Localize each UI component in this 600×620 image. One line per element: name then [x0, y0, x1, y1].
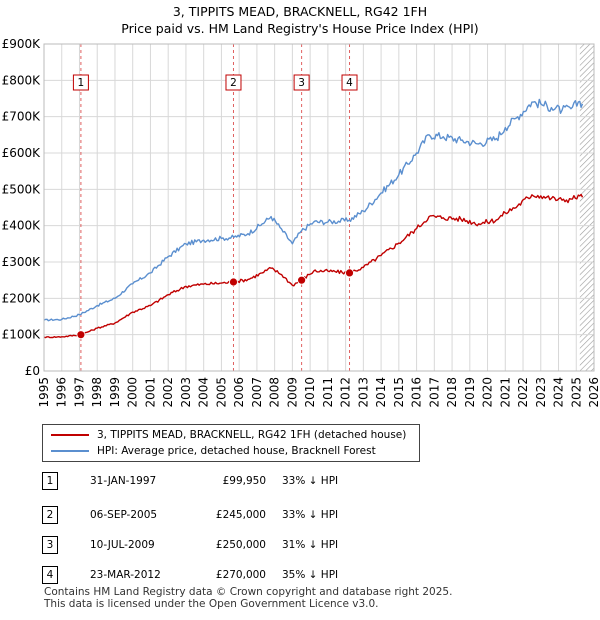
sale-price: £270,000: [215, 569, 266, 581]
x-tick-label: 2000: [126, 377, 140, 408]
x-tick-label: 2026: [587, 377, 600, 408]
x-tick-label: 2004: [197, 377, 211, 408]
forecast-hatch: [579, 44, 594, 371]
x-tick-label: 1998: [90, 377, 104, 408]
sale-point: [345, 268, 354, 278]
x-tick-label: 2010: [303, 377, 317, 408]
x-tick-label: 2017: [427, 377, 441, 408]
x-tick-label: 2011: [321, 377, 335, 408]
x-tick-label: 2012: [339, 377, 353, 408]
sale-number-badge: 2: [42, 506, 58, 524]
table-row: 2 06-SEP-2005 £245,000 33% ↓ HPI: [42, 506, 422, 524]
sale-marker-label: 4: [346, 77, 353, 89]
x-tick-label: 1997: [72, 377, 86, 408]
sale-price: £245,000: [215, 509, 266, 521]
y-tick-label: £200K: [2, 291, 42, 305]
sale-marker-box: [341, 74, 358, 91]
sale-date: 10-JUL-2009: [90, 539, 155, 551]
x-tick-label: 2019: [463, 377, 477, 408]
x-tick-label: 2022: [516, 377, 530, 408]
footer-licence: This data is licensed under the Open Gov…: [44, 598, 379, 610]
x-tick-label: 2003: [179, 377, 193, 408]
sale-price: £250,000: [215, 539, 266, 551]
x-tick-label: 2013: [356, 377, 370, 408]
footer: Contains HM Land Registry data © Crown c…: [44, 586, 452, 610]
sale-number-badge: 3: [42, 536, 58, 554]
price-chart: 1 2 3 4 £0 £100K £200K £300K £400K £500K £600K £70…: [2, 37, 600, 408]
y-tick-label: £500K: [2, 182, 42, 196]
table-row: 4 23-MAR-2012 £270,000 35% ↓ HPI: [42, 566, 422, 584]
x-tick-label: 2016: [410, 377, 424, 408]
sale-date: 06-SEP-2005: [90, 509, 158, 521]
x-tick-label: 2024: [552, 377, 566, 408]
legend-swatch-property: [51, 434, 89, 436]
x-tick-label: 1995: [37, 377, 51, 408]
sale-hpi-diff: 35% ↓ HPI: [282, 569, 339, 581]
x-tick-label: 2006: [232, 377, 246, 408]
x-tick-label: 2009: [285, 377, 299, 408]
y-tick-label: £400K: [2, 219, 42, 233]
sale-marker-box: [293, 74, 310, 91]
sale-date: 23-MAR-2012: [90, 569, 161, 581]
title-line-1: 3, TIPPITS MEAD, BRACKNELL, RG42 1FH: [172, 4, 428, 19]
y-tick-label: £700K: [2, 110, 42, 124]
sale-number-badge: 1: [42, 472, 58, 490]
sale-marker-label: 3: [298, 77, 305, 89]
sale-number-badge: 4: [42, 566, 58, 584]
plot-area: [44, 44, 594, 371]
series-line-property: [43, 193, 584, 339]
x-tick-label: 2021: [498, 377, 512, 408]
title-line-2: Price paid vs. HM Land Registry's House …: [121, 21, 479, 36]
x-tick-label: 2008: [268, 377, 282, 408]
x-tick-label: 2020: [481, 377, 495, 408]
legend: 3, TIPPITS MEAD, BRACKNELL, RG42 1FH (de…: [42, 424, 420, 462]
sale-hpi-diff: 33% ↓ HPI: [282, 475, 339, 487]
sale-hpi-diff: 33% ↓ HPI: [282, 509, 339, 521]
legend-swatch-hpi: [51, 450, 89, 452]
sale-marker-box: [72, 74, 89, 91]
footer-copyright: Contains HM Land Registry data © Crown c…: [44, 586, 453, 598]
x-tick-label: 2023: [534, 377, 548, 408]
sale-marker-box: [225, 74, 242, 91]
sale-point: [297, 275, 307, 285]
legend-label-hpi: HPI: Average price, detached house, Brac…: [97, 445, 376, 457]
y-tick-label: £600K: [2, 146, 42, 160]
x-tick-label: 2025: [569, 377, 583, 408]
sale-date: 31-JAN-1997: [90, 475, 157, 487]
table-row: 3 10-JUL-2009 £250,000 31% ↓ HPI: [42, 536, 422, 554]
x-tick-label: 2018: [445, 377, 459, 408]
x-tick-label: 2007: [250, 377, 264, 408]
series-line-hpi: [43, 98, 584, 322]
sale-marker-label: 1: [78, 77, 85, 89]
x-tick-label: 2015: [392, 377, 406, 408]
y-tick-label: £900K: [2, 37, 42, 51]
x-tick-label: 2001: [143, 377, 157, 408]
y-tick-label: £300K: [2, 255, 42, 269]
sale-marker-label: 2: [230, 77, 237, 89]
y-tick-label: £100K: [2, 328, 42, 342]
x-tick-label: 1999: [108, 377, 122, 408]
x-tick-label: 2005: [214, 377, 228, 408]
plot-frame: [43, 43, 595, 372]
sale-hpi-diff: 31% ↓ HPI: [282, 539, 339, 551]
legend-label-property: 3, TIPPITS MEAD, BRACKNELL, RG42 1FH (de…: [97, 429, 407, 441]
x-tick-label: 1996: [55, 377, 69, 408]
x-tick-label: 2002: [161, 377, 175, 408]
y-tick-label: £800K: [2, 73, 42, 87]
y-tick-label: £0: [25, 364, 40, 378]
table-row: 1 31-JAN-1997 £99,950 33% ↓ HPI: [42, 472, 422, 490]
sale-point: [229, 277, 238, 287]
sale-point: [76, 330, 86, 340]
x-tick-label: 2014: [374, 377, 388, 408]
chart-title: 3, TIPPITS MEAD, BRACKNELL, RG42 1FH Pri…: [0, 3, 600, 37]
sale-price: £99,950: [222, 475, 266, 487]
